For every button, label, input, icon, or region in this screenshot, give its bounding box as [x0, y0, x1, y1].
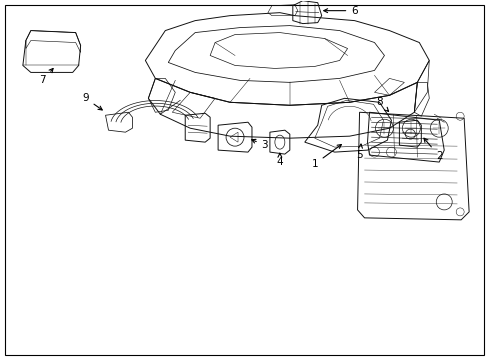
Text: 6: 6 — [323, 6, 357, 15]
Text: 1: 1 — [311, 144, 341, 169]
Text: 9: 9 — [82, 93, 102, 110]
Text: 8: 8 — [375, 97, 388, 111]
Text: 4: 4 — [276, 153, 283, 167]
Text: 2: 2 — [423, 138, 442, 161]
Text: 5: 5 — [356, 144, 362, 160]
Text: 7: 7 — [40, 68, 53, 85]
Text: 3: 3 — [251, 139, 268, 150]
